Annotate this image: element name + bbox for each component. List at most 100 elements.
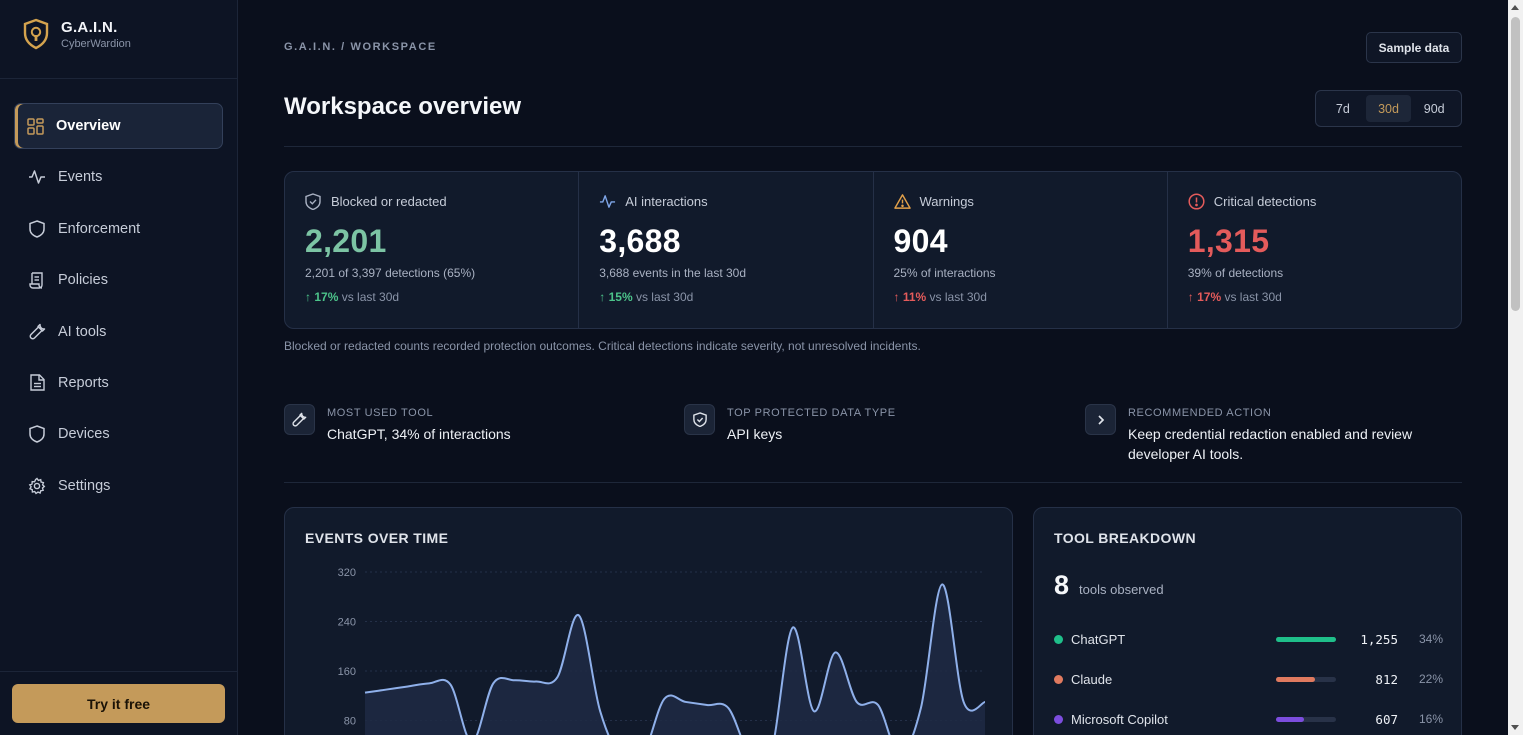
data-point[interactable] [402,680,414,692]
insights-row: MOST USED TOOL ChatGPT, 34% of interacti… [284,404,1462,464]
divider [284,146,1462,147]
y-tick-label: 320 [338,567,356,579]
data-point[interactable] [808,705,820,717]
data-point[interactable] [979,696,991,708]
data-point[interactable] [551,671,563,683]
data-point[interactable] [915,702,927,714]
delta-suffix: vs last 30d [338,290,400,304]
sidebar-item-reports[interactable]: Reports [14,360,223,406]
scrollbar-thumb[interactable] [1511,17,1520,311]
stat-label-row: Critical detections [1188,193,1441,210]
stat-value: 1,315 [1187,223,1270,259]
arrow-up-icon: ↑ [599,290,606,304]
data-point[interactable] [829,646,841,658]
scroll-icon [28,271,46,289]
insight-recommended-action[interactable]: RECOMMENDED ACTION Keep credential redac… [1085,404,1462,464]
delta-suffix: vs last 30d [632,290,694,304]
data-point[interactable] [423,677,435,689]
stat-ai-interactions: AI interactions 3,688 3,688 events in th… [579,172,874,328]
events-chart: 320 240 160 80 [338,567,991,735]
card-title: TOOL BREAKDOWN [1054,530,1196,546]
tool-row[interactable]: Claude 812 22% [1054,669,1444,689]
wrench-icon [28,323,46,341]
brand[interactable]: G.A.I.N. CyberWardion [22,18,131,50]
stat-label-row: Blocked or redacted [305,193,558,210]
data-point[interactable] [701,699,713,711]
divider [0,78,237,79]
scrollbar[interactable] [1508,0,1523,735]
insight-key: TOP PROTECTED DATA TYPE [727,407,896,419]
card-title: EVENTS OVER TIME [305,530,449,546]
data-point[interactable] [851,696,863,708]
data-point[interactable] [509,674,521,686]
stat-label-row: Warnings [893,193,1147,210]
range-90d-button[interactable]: 90d [1423,101,1445,116]
sidebar-nav: Overview Events Enforcement Policies [14,103,223,514]
brand-subtitle: CyberWardion [61,37,131,50]
data-point[interactable] [658,693,670,705]
time-range-selector: 7d 30d 90d [1315,90,1462,127]
sidebar-item-label: Overview [56,118,121,134]
tool-breakdown-card: TOOL BREAKDOWN 8 tools observed ChatGPT 1… [1033,507,1462,735]
scroll-up-icon[interactable] [1511,5,1519,10]
try-free-button[interactable]: Try it free [12,684,225,723]
activity-icon [599,193,616,210]
data-point[interactable] [573,609,585,621]
data-point[interactable] [787,622,799,634]
tool-count: 607 [1375,711,1398,727]
stats-footnote: Blocked or redacted counts recorded prot… [284,339,921,353]
tool-name: Microsoft Copilot [1071,711,1168,727]
shield-check-icon [305,193,322,210]
scroll-down-icon[interactable] [1511,725,1519,730]
legend-dot [1054,674,1063,684]
range-30d-button[interactable]: 30d [1365,95,1412,122]
tool-percent: 16% [1418,712,1443,726]
y-tick-label: 160 [338,666,356,678]
stats-panel: Blocked or redacted 2,201 2,201 of 3,397… [284,171,1462,329]
stat-label-row: AI interactions [599,193,852,210]
tool-row[interactable]: ChatGPT 1,255 34% [1054,629,1444,649]
data-point[interactable] [530,676,542,688]
legend-dot [1054,634,1063,644]
data-point[interactable] [872,699,884,711]
stat-value: 2,201 [305,223,387,259]
range-7d-button[interactable]: 7d [1335,101,1350,116]
brand-name: G.A.I.N. [61,18,118,36]
stat-value: 904 [893,223,948,259]
events-over-time-card: EVENTS OVER TIME 320 240 160 80 [284,507,1013,735]
data-point[interactable] [359,687,371,699]
tool-row[interactable]: Microsoft Copilot 607 16% [1054,709,1444,729]
stat-delta: ↑ 17% vs last 30d [305,290,558,304]
gear-icon [28,477,46,495]
sidebar-item-overview[interactable]: Overview [14,103,223,149]
data-point[interactable] [936,578,948,590]
sidebar-item-events[interactable]: Events [14,154,223,200]
data-point[interactable] [722,702,734,714]
insight-key: MOST USED TOOL [327,407,434,419]
stat-blocked: Blocked or redacted 2,201 2,201 of 3,397… [285,172,580,328]
sidebar-item-enforcement[interactable]: Enforcement [14,206,223,252]
stat-delta: ↑ 17% vs last 30d [1188,290,1441,304]
data-point[interactable] [445,679,457,691]
sidebar-item-label: Settings [58,477,111,494]
data-point[interactable] [594,705,606,717]
sidebar-item-devices[interactable]: Devices [14,411,223,457]
sidebar-item-label: Policies [58,272,108,289]
sidebar-item-ai-tools[interactable]: AI tools [14,309,223,355]
share-bar-fill [1276,636,1336,642]
alert-circle-icon [1188,193,1205,210]
sidebar: G.A.I.N. CyberWardion Overview Events [0,0,238,735]
data-point[interactable] [487,677,499,689]
delta-suffix: vs last 30d [926,290,987,304]
insight-value: ChatGPT, 34% of interactions [327,426,511,442]
data-point[interactable] [958,696,970,708]
sample-data-button[interactable]: Sample data [1366,32,1462,63]
data-point[interactable] [680,696,692,708]
data-point[interactable] [380,684,392,696]
tool-percent: 34% [1418,632,1443,646]
divider [284,482,1462,483]
share-bar [1276,636,1336,642]
sidebar-item-policies[interactable]: Policies [14,257,223,303]
sidebar-item-settings[interactable]: Settings [14,463,223,509]
